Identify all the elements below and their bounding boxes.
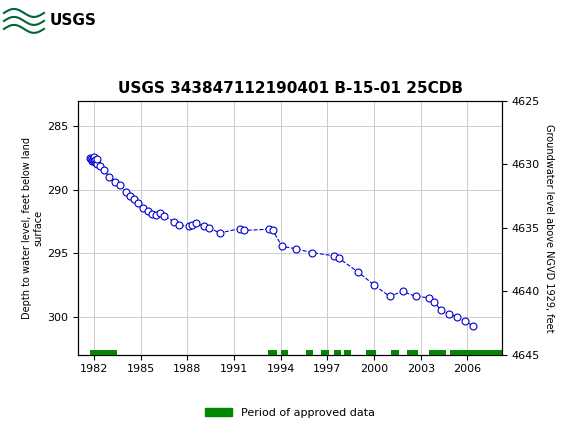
Y-axis label: Depth to water level, feet below land
surface: Depth to water level, feet below land su… <box>21 137 43 319</box>
Bar <box>2 2 92 39</box>
Y-axis label: Groundwater level above NGVD 1929, feet: Groundwater level above NGVD 1929, feet <box>544 124 554 332</box>
Text: USGS: USGS <box>50 13 97 28</box>
Title: USGS 343847112190401 B-15-01 25CDB: USGS 343847112190401 B-15-01 25CDB <box>118 81 462 96</box>
Legend: Period of approved data: Period of approved data <box>200 403 380 422</box>
